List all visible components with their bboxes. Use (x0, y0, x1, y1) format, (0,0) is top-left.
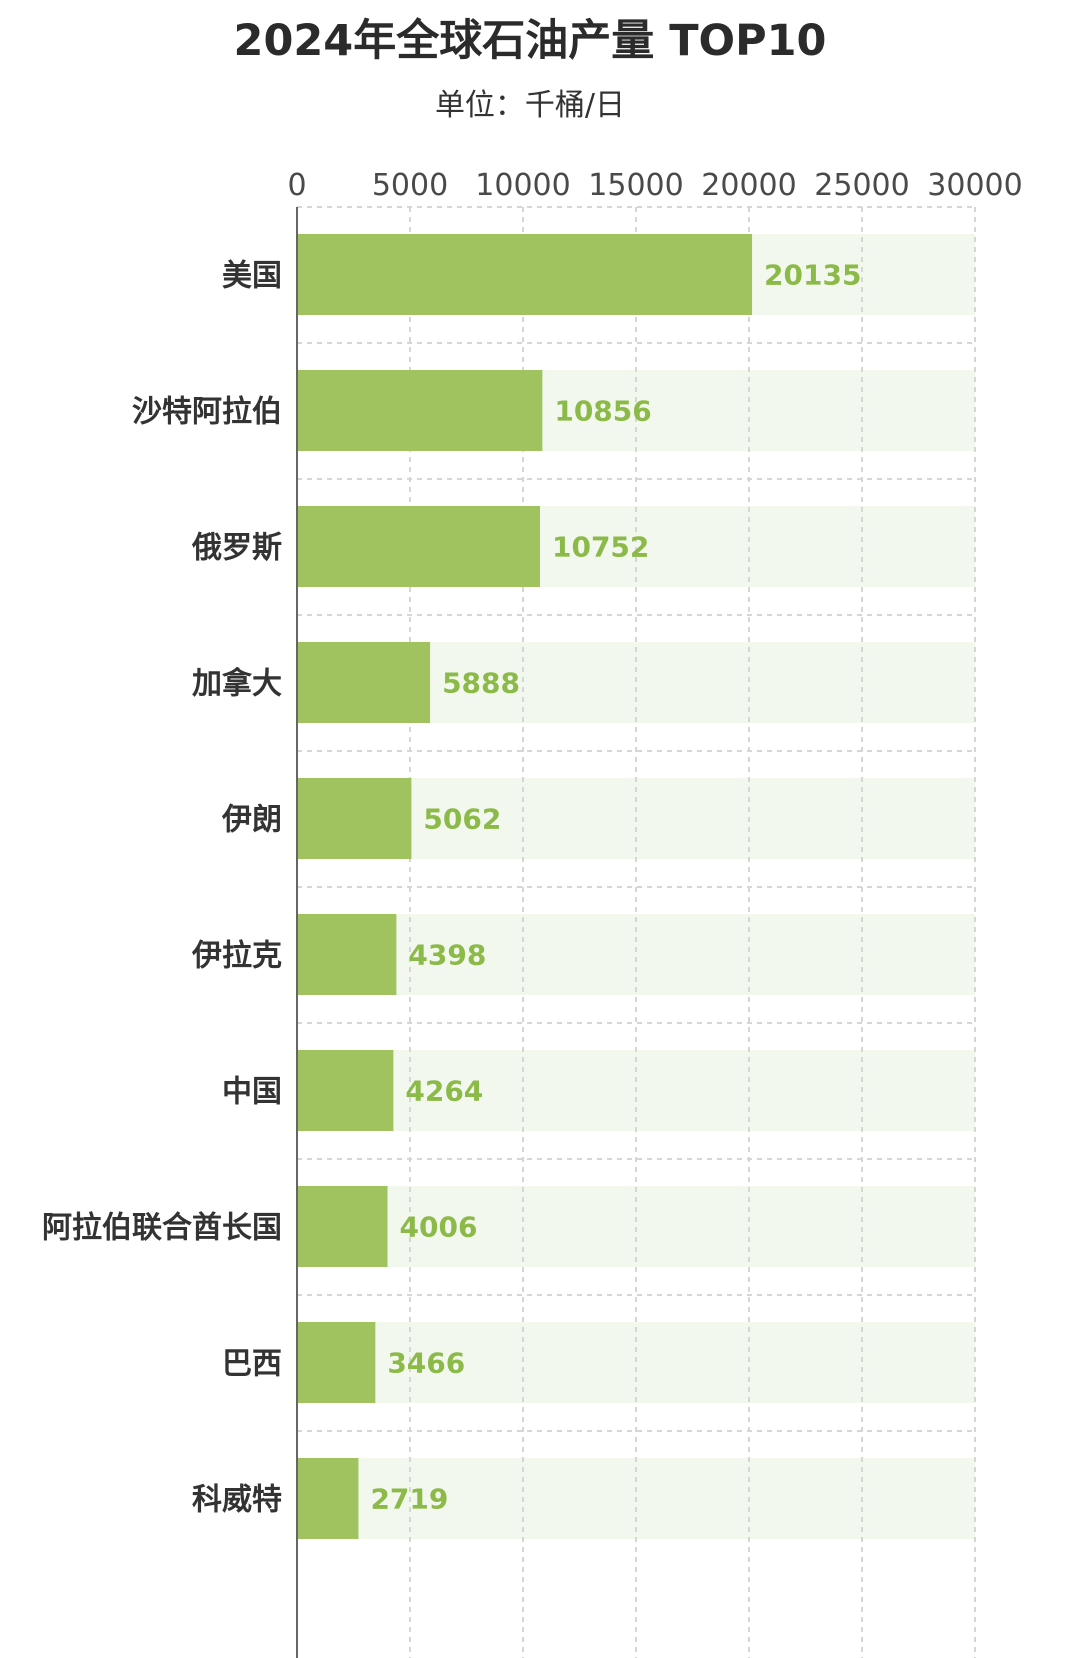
x-tick-label: 25000 (814, 168, 909, 203)
row-background (297, 914, 975, 995)
value-label: 20135 (764, 259, 861, 292)
value-label: 2719 (370, 1483, 448, 1516)
bar (297, 506, 540, 587)
bar-layer (297, 234, 753, 1539)
category-label: 中国 (222, 1075, 282, 1110)
bar (297, 642, 431, 723)
category-label: 加拿大 (192, 667, 282, 702)
category-label: 伊拉克 (191, 939, 282, 974)
category-label: 伊朗 (221, 803, 282, 838)
value-label: 5062 (423, 803, 501, 836)
bar (297, 778, 412, 859)
category-label: 巴西 (222, 1347, 282, 1382)
bar (297, 1186, 388, 1267)
bar (297, 1322, 376, 1403)
category-label: 俄罗斯 (191, 531, 282, 566)
bar (297, 370, 543, 451)
bar (297, 914, 397, 995)
category-label: 沙特阿拉伯 (132, 395, 282, 430)
x-tick-label: 0 (287, 168, 306, 203)
value-label: 4398 (408, 939, 486, 972)
bar (297, 234, 753, 315)
x-tick-label: 30000 (927, 168, 1022, 203)
chart-title: 2024年全球石油产量 TOP10 (233, 16, 827, 66)
chart-subtitle: 单位：千桶/日 (434, 88, 626, 123)
value-label: 3466 (387, 1347, 465, 1380)
value-label: 5888 (442, 667, 520, 700)
value-label: 10752 (552, 531, 649, 564)
x-tick-label: 15000 (588, 168, 683, 203)
value-label-layer: 20135 10856 10752 5888 5062 4398 4264 4006 3466 2… (370, 259, 861, 1516)
x-tick-label: 10000 (475, 168, 570, 203)
x-tick-layer: 0 5000 10000 15000 20000 25000 30000 (287, 168, 1022, 203)
category-label: 美国 (222, 259, 282, 294)
bar (297, 1050, 394, 1131)
value-label: 4006 (400, 1211, 478, 1244)
category-label: 科威特 (192, 1483, 282, 1518)
category-label: 阿拉伯联合酋长国 (42, 1211, 282, 1246)
value-label: 4264 (405, 1075, 483, 1108)
x-tick-label: 20000 (701, 168, 796, 203)
bar (297, 1458, 359, 1539)
value-label: 10856 (554, 395, 651, 428)
x-tick-label: 5000 (372, 168, 448, 203)
